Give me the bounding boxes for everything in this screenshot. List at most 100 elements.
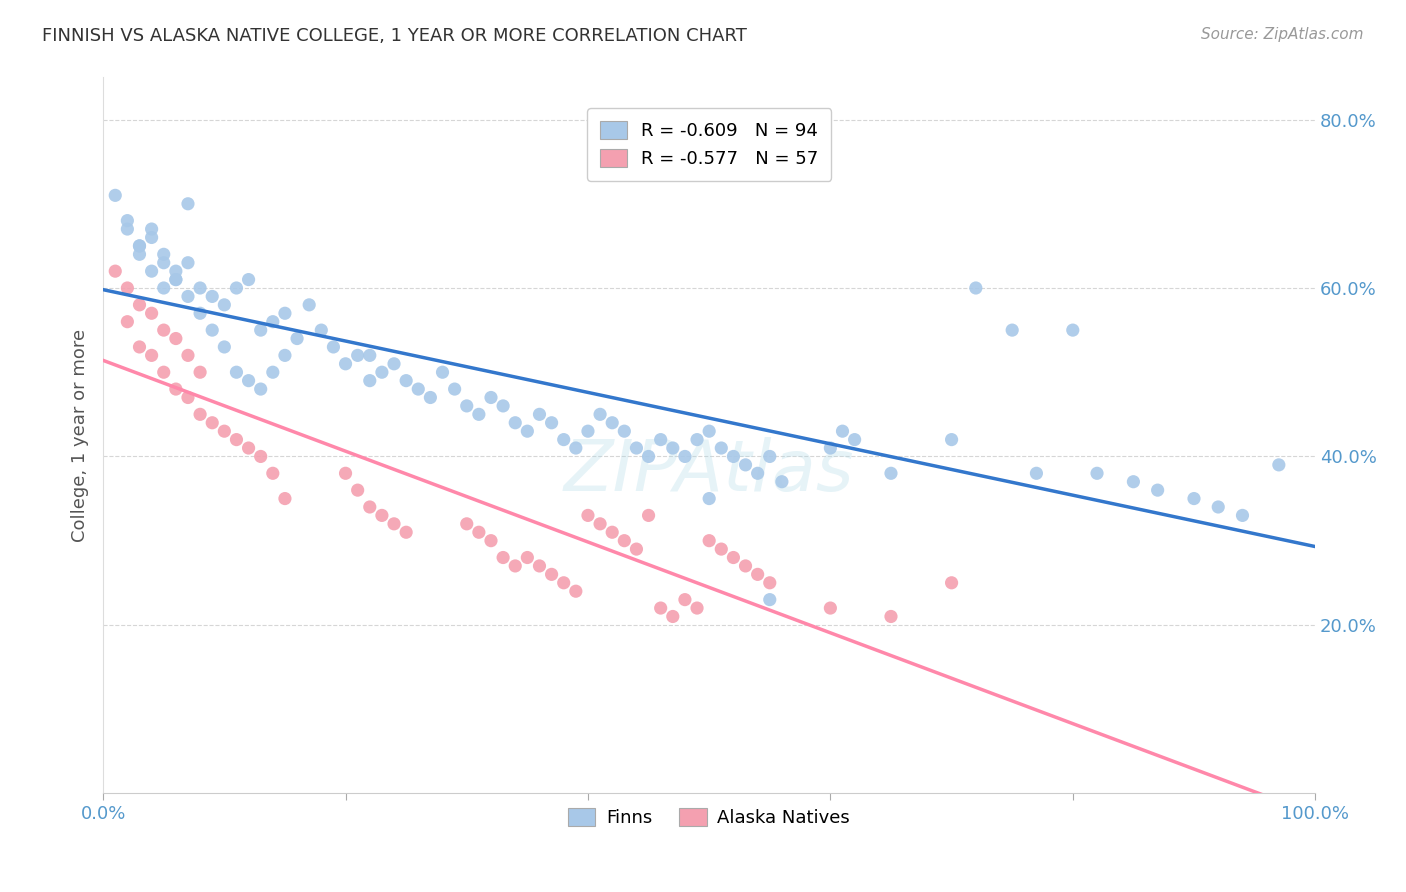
Point — [747, 467, 769, 481]
Point — [177, 391, 200, 405]
Point — [165, 332, 187, 346]
Point — [395, 525, 418, 540]
Point — [662, 609, 685, 624]
Point — [576, 508, 599, 523]
Point — [214, 298, 236, 312]
Point — [503, 558, 526, 573]
Point — [540, 567, 562, 582]
Point — [335, 467, 357, 481]
Point — [479, 533, 502, 548]
Point — [371, 508, 394, 523]
Point — [747, 567, 769, 582]
Point — [141, 264, 163, 278]
Point — [673, 450, 696, 464]
Point — [225, 281, 247, 295]
Point — [238, 272, 260, 286]
Point — [673, 592, 696, 607]
Point — [697, 533, 720, 548]
Point — [770, 475, 793, 489]
Point — [686, 601, 709, 615]
Point — [1146, 483, 1168, 497]
Point — [758, 575, 780, 590]
Point — [117, 213, 139, 227]
Point — [335, 357, 357, 371]
Point — [941, 433, 963, 447]
Point — [468, 525, 491, 540]
Point — [214, 340, 236, 354]
Point — [758, 450, 780, 464]
Y-axis label: College, 1 year or more: College, 1 year or more — [72, 329, 89, 542]
Point — [165, 272, 187, 286]
Point — [104, 188, 127, 202]
Point — [117, 315, 139, 329]
Point — [359, 348, 381, 362]
Point — [177, 348, 200, 362]
Point — [565, 584, 588, 599]
Point — [1085, 467, 1108, 481]
Point — [141, 222, 163, 236]
Point — [831, 424, 853, 438]
Point — [734, 458, 756, 472]
Point — [165, 382, 187, 396]
Point — [637, 450, 659, 464]
Point — [516, 424, 538, 438]
Point — [359, 500, 381, 514]
Point — [141, 348, 163, 362]
Point — [152, 281, 174, 295]
Point — [1206, 500, 1229, 514]
Point — [117, 222, 139, 236]
Text: FINNISH VS ALASKA NATIVE COLLEGE, 1 YEAR OR MORE CORRELATION CHART: FINNISH VS ALASKA NATIVE COLLEGE, 1 YEAR… — [42, 27, 747, 45]
Point — [650, 433, 672, 447]
Point — [128, 239, 150, 253]
Point — [600, 416, 623, 430]
Point — [141, 306, 163, 320]
Point — [1001, 323, 1024, 337]
Point — [188, 306, 211, 320]
Point — [941, 575, 963, 590]
Point — [516, 550, 538, 565]
Point — [565, 441, 588, 455]
Point — [1062, 323, 1084, 337]
Point — [152, 365, 174, 379]
Point — [249, 450, 271, 464]
Point — [479, 391, 502, 405]
Point — [201, 416, 224, 430]
Point — [128, 239, 150, 253]
Point — [165, 264, 187, 278]
Point — [456, 516, 478, 531]
Point — [274, 348, 297, 362]
Point — [662, 441, 685, 455]
Point — [274, 491, 297, 506]
Point — [734, 558, 756, 573]
Point — [492, 550, 515, 565]
Point — [443, 382, 465, 396]
Point — [626, 441, 648, 455]
Point — [697, 491, 720, 506]
Point — [419, 391, 441, 405]
Point — [152, 256, 174, 270]
Point — [844, 433, 866, 447]
Point — [201, 289, 224, 303]
Point — [104, 264, 127, 278]
Point — [285, 332, 308, 346]
Point — [298, 298, 321, 312]
Point — [238, 374, 260, 388]
Point — [432, 365, 454, 379]
Point — [503, 416, 526, 430]
Point — [177, 289, 200, 303]
Point — [274, 306, 297, 320]
Point — [697, 424, 720, 438]
Point — [152, 247, 174, 261]
Point — [249, 382, 271, 396]
Point — [880, 467, 903, 481]
Point — [529, 558, 551, 573]
Point — [262, 365, 284, 379]
Point — [1182, 491, 1205, 506]
Point — [188, 281, 211, 295]
Point — [540, 416, 562, 430]
Point — [710, 542, 733, 557]
Point — [600, 525, 623, 540]
Point — [686, 433, 709, 447]
Point — [346, 483, 368, 497]
Point — [141, 230, 163, 244]
